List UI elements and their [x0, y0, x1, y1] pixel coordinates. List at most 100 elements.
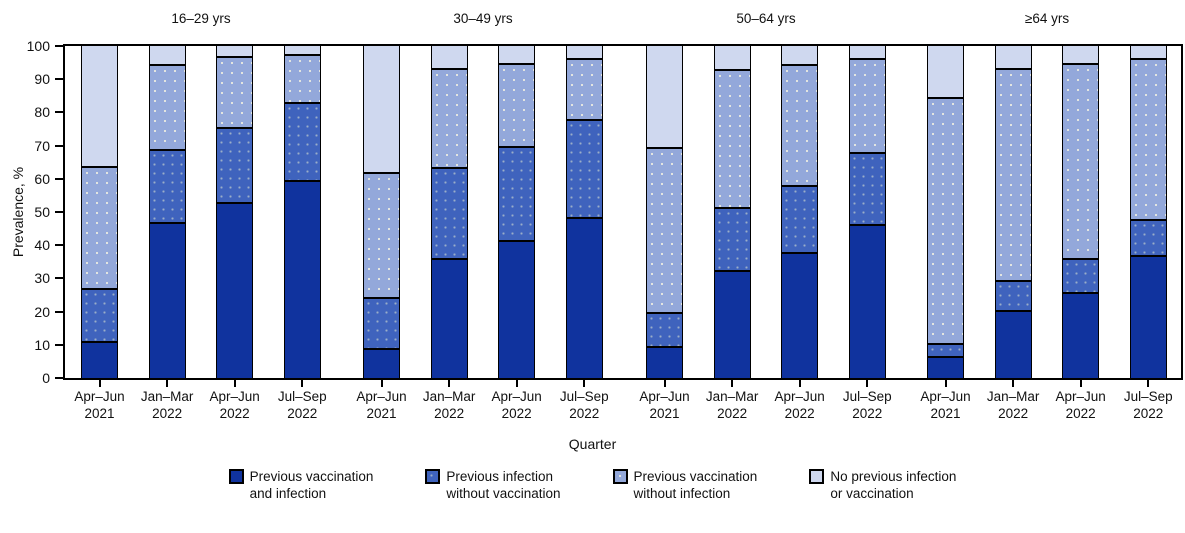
bar-segment-1: [149, 221, 185, 378]
bar-segment-4: [217, 46, 253, 56]
x-axis-tick: [301, 380, 304, 387]
bar-segment-3: [1130, 57, 1166, 219]
x-label-quarter: Apr–Jun: [920, 389, 971, 404]
stacked-bar: [1062, 46, 1100, 378]
bar-segment-3: [714, 69, 750, 207]
x-label-year: 2022: [998, 406, 1029, 421]
x-axis-tick: [1012, 380, 1015, 387]
x-label-quarter: Apr–Jun: [639, 389, 690, 404]
x-axis-tick-label: Jul–Sep 2022: [1106, 388, 1185, 422]
stacked-bar: [646, 46, 683, 378]
y-axis-tick-label: 50: [34, 204, 50, 220]
panel-title: 50–64 yrs: [736, 11, 796, 26]
bar-segment-3: [431, 67, 467, 168]
y-axis-tick: [55, 177, 63, 180]
stacked-bar: [498, 46, 536, 378]
x-axis-tick: [515, 380, 518, 387]
y-axis-tick: [55, 111, 63, 114]
bar-segment-2: [928, 343, 963, 357]
legend-item: Previous vaccination and infection: [228, 468, 373, 502]
stacked-bar: [363, 46, 400, 378]
x-label-quarter: Jul–Sep: [277, 389, 327, 404]
bar-segment-3: [849, 57, 885, 153]
stacked-bar: [713, 46, 751, 378]
bar-segment-1: [431, 258, 467, 378]
bar-segment-2: [499, 145, 535, 241]
bar-segment-4: [995, 46, 1031, 68]
x-axis-tick-label: Apr–Jun 2022: [758, 388, 842, 422]
x-label-year: 2022: [152, 406, 183, 421]
legend-label-line1: Previous vaccination: [633, 469, 758, 484]
stacked-bar: [216, 46, 254, 378]
x-axis-tick: [798, 380, 801, 387]
y-axis-tick-label: 100: [26, 38, 50, 54]
bar-segment-2: [849, 152, 885, 224]
y-axis-tick: [55, 343, 63, 346]
x-label-quarter: Apr–Jun: [356, 389, 407, 404]
legend-swatch: [809, 469, 825, 484]
x-label-quarter: Jan–Mar: [422, 389, 476, 404]
stacked-bar: [1129, 46, 1167, 378]
bar-segment-3: [1063, 62, 1099, 259]
x-label-quarter: Jan–Mar: [140, 389, 194, 404]
legend-label: Previous infection without vaccination: [446, 468, 560, 502]
stacked-bar: [848, 46, 886, 378]
bar-segment-4: [928, 46, 963, 98]
x-label-quarter: Jan–Mar: [705, 389, 759, 404]
bar-segment-2: [995, 280, 1031, 310]
legend-label: No previous infection or vaccination: [830, 468, 956, 502]
x-axis-tick-label: Apr–Jun 2021: [340, 388, 424, 422]
x-axis-tick-label: Apr–Jun 2021: [623, 388, 707, 422]
bar-segment-2: [284, 102, 320, 181]
stacked-bar: [781, 46, 819, 378]
x-label-year: 2022: [1133, 406, 1164, 421]
y-axis-tick-label: 40: [34, 237, 50, 254]
bar-segment-1: [782, 251, 818, 378]
stacked-bar: [81, 46, 118, 378]
legend-label-line2: and infection: [249, 486, 327, 501]
legend-item: Previous infection without vaccination: [425, 468, 561, 502]
bar-segment-3: [566, 57, 602, 120]
y-axis-tick: [55, 45, 63, 47]
legend-swatch: [425, 469, 441, 484]
x-axis-tick: [166, 380, 169, 387]
bar-segment-3: [149, 64, 185, 149]
bar-segment-3: [217, 55, 253, 128]
y-axis-tick: [55, 78, 63, 81]
bar-segment-2: [364, 296, 399, 349]
bar-segment-1: [1063, 291, 1099, 378]
x-axis-tick-label: Jan–Mar 2022: [125, 388, 209, 422]
bar-segment-2: [647, 311, 682, 347]
bar-segment-1: [928, 356, 963, 378]
bar-segment-3: [364, 172, 399, 297]
x-label-year: 2021: [84, 406, 115, 421]
y-axis-tick-label: 0: [42, 370, 50, 386]
x-axis-tick: [1079, 380, 1082, 387]
bar-segment-4: [647, 46, 682, 148]
legend-label-line1: No previous infection: [830, 469, 957, 484]
bar-segment-2: [1130, 218, 1166, 256]
panel-title: ≥64 yrs: [1024, 11, 1070, 26]
x-label-year: 2021: [930, 406, 961, 421]
x-axis-tick: [1147, 380, 1150, 387]
legend-label-line2: or vaccination: [830, 486, 914, 501]
x-label-quarter: Apr–Jun: [491, 389, 542, 404]
panel-title: 16–29 yrs: [171, 11, 231, 26]
bar-segment-4: [1063, 46, 1099, 63]
y-axis-tick-label: 90: [34, 71, 50, 88]
x-label-quarter: Jul–Sep: [1123, 389, 1173, 404]
y-axis-tick-label: 10: [34, 336, 50, 353]
x-axis-tick-label: Apr–Jun 2022: [475, 388, 559, 422]
x-label-year: 2022: [501, 406, 532, 421]
x-axis-tick: [448, 380, 451, 387]
x-axis-title: Quarter: [568, 436, 617, 452]
bar-segment-4: [284, 46, 320, 55]
stacked-bar: [994, 46, 1032, 378]
stacked-bar: [283, 46, 321, 378]
stacked-bar: [927, 46, 964, 378]
legend-item: Previous vaccination without infection: [612, 468, 758, 502]
bar-segment-2: [1063, 258, 1099, 292]
bar-segment-1: [499, 240, 535, 378]
legend-label: Previous vaccination without infection: [634, 468, 758, 502]
bar-segment-2: [782, 185, 818, 252]
